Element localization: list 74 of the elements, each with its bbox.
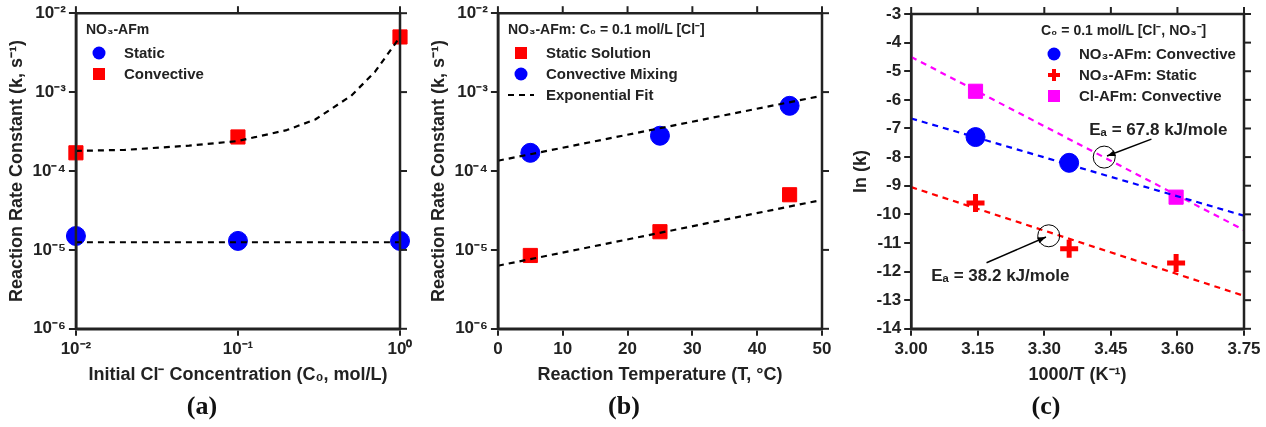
x-axis-title: 1000/T (K⁻¹) xyxy=(1028,363,1127,384)
x-tick-label: 3.45 xyxy=(1094,338,1128,358)
point xyxy=(649,125,670,146)
y-tick-label: -5 xyxy=(886,60,902,80)
legend-label: Exponential Fit xyxy=(545,85,654,106)
y-tick-label: -13 xyxy=(876,289,902,309)
y-tick-label: -4 xyxy=(886,32,902,52)
y-tick-label: -7 xyxy=(886,118,902,138)
point xyxy=(965,127,986,148)
y-axis-title: Reaction Rate Constant (k, s⁻¹) xyxy=(5,39,26,303)
y-tick-label: -10 xyxy=(876,204,902,224)
y-tick-label: -6 xyxy=(886,89,902,109)
text: (b) xyxy=(608,391,640,421)
y-tick-label: 10⁻⁵ xyxy=(33,239,66,259)
y-tick-label: -11 xyxy=(877,232,902,252)
text: (a) xyxy=(186,391,218,421)
point xyxy=(779,95,800,116)
y-axis-title: Reaction Rate Constant (k, s⁻¹) xyxy=(427,39,448,303)
x-tick-label: 40 xyxy=(747,338,767,358)
y-tick-label: -8 xyxy=(886,146,902,166)
legend-label: NO₃-AFm: Convective xyxy=(1079,44,1236,64)
x-tick-label: 10⁰ xyxy=(387,338,413,358)
point xyxy=(1168,189,1184,205)
annotation: Eₐ = 67.8 kJ/mole xyxy=(1089,120,1228,140)
x-tick-label: 3.60 xyxy=(1160,338,1194,358)
y-tick-label: -14 xyxy=(876,318,902,338)
point xyxy=(1057,237,1081,261)
point xyxy=(964,191,988,215)
y-tick-label: -3 xyxy=(886,3,902,23)
legend-label: Convective xyxy=(123,64,204,85)
x-tick-label: 0 xyxy=(493,338,503,358)
x-tick-label: 3.30 xyxy=(1027,338,1061,358)
x-axis-title: Initial Cl⁻ Concentration (C₀, mol/L) xyxy=(88,363,388,384)
legend-title: NO₃-AFm xyxy=(85,20,151,40)
point xyxy=(227,230,248,251)
y-tick-label: -9 xyxy=(886,175,902,195)
legend-label: Static Solution xyxy=(545,43,651,64)
y-tick-label: 10⁻⁶ xyxy=(33,318,66,338)
x-axis-title: Reaction Temperature (T, °C) xyxy=(537,363,783,384)
y-tick-label: 10⁻³ xyxy=(457,81,489,101)
x-tick-label: 3.75 xyxy=(1227,338,1261,358)
legend-label: NO₃-AFm: Static xyxy=(1079,65,1197,85)
x-tick-label: 30 xyxy=(682,338,702,358)
legend-label: Cl-AFm: Convective xyxy=(1079,86,1222,106)
y-tick-label: 10⁻² xyxy=(35,2,67,22)
y-tick-label: -12 xyxy=(876,261,902,281)
y-axis-title: ln (k) xyxy=(849,149,870,193)
legend-title: C₀ = 0.1 mol/L [Cl⁻, NO₃⁻] xyxy=(1041,21,1208,40)
point xyxy=(520,142,541,163)
x-tick-label: 3.00 xyxy=(894,338,928,358)
x-tick-label: 10⁻² xyxy=(60,338,92,358)
point xyxy=(522,247,538,264)
point xyxy=(652,224,668,240)
point xyxy=(392,29,408,45)
point xyxy=(782,187,798,203)
legend-title: NO₃-AFm: C₀ = 0.1 mol/L [Cl⁻] xyxy=(507,20,705,40)
y-tick-label: 10⁻⁴ xyxy=(32,160,66,180)
point xyxy=(68,145,84,161)
legend-label: Static xyxy=(123,43,165,64)
text: (c) xyxy=(1031,391,1061,421)
x-tick-label: 10 xyxy=(553,338,573,358)
y-tick-label: 10⁻⁴ xyxy=(454,160,488,180)
y-tick-label: 10⁻⁵ xyxy=(455,239,488,259)
x-tick-label: 20 xyxy=(618,338,638,358)
annotation: Eₐ = 38.2 kJ/mole xyxy=(931,265,1070,285)
legend-label: Convective Mixing xyxy=(545,64,678,85)
y-tick-label: 10⁻³ xyxy=(35,81,67,101)
x-tick-label: 10⁻¹ xyxy=(222,338,254,358)
point xyxy=(1059,152,1080,173)
x-tick-label: 50 xyxy=(812,338,832,358)
x-tick-label: 3.15 xyxy=(961,338,995,358)
y-tick-label: 10⁻⁶ xyxy=(455,318,488,338)
point xyxy=(1164,251,1188,275)
y-tick-label: 10⁻² xyxy=(457,2,489,22)
